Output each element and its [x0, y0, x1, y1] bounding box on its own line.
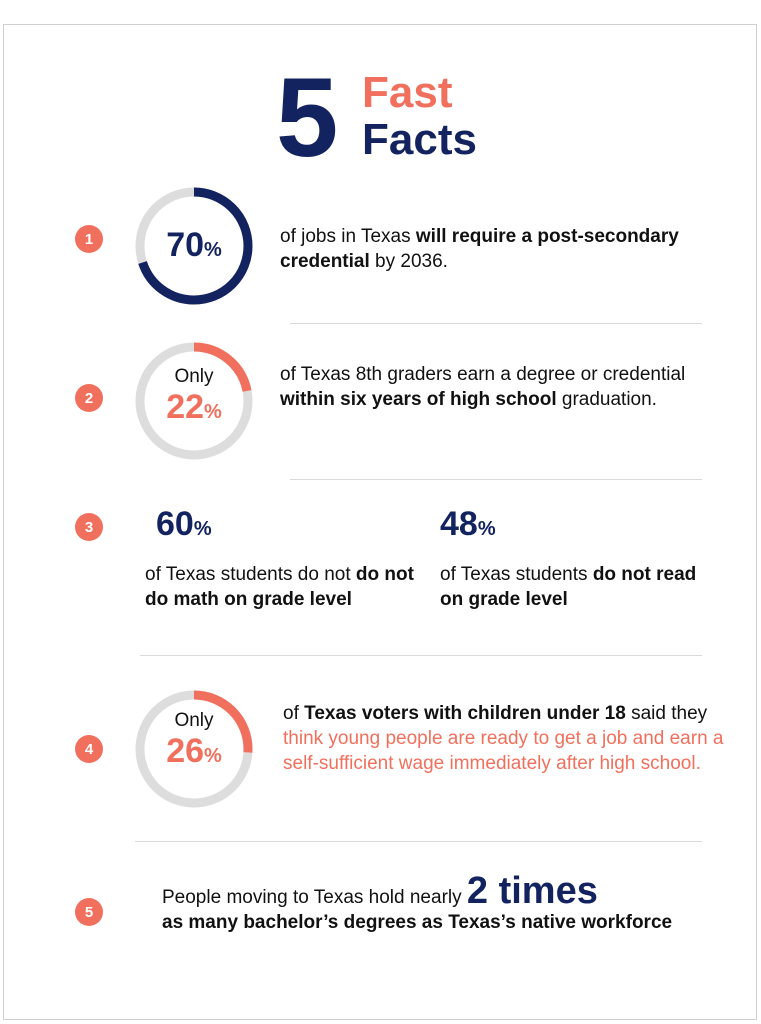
fact-text-1-pre: of jobs in Texas — [280, 226, 416, 247]
ring-progress-arc — [135, 690, 253, 808]
fact-3-right-text-pre: of Texas students — [440, 564, 593, 585]
ring-unit-1: % — [204, 239, 222, 261]
fact-3-right-stat: 48% — [440, 505, 496, 548]
fact-number-3: 3 — [75, 513, 103, 541]
fact-3-left-text-bold: do not do math on grade level — [145, 564, 414, 610]
ring-label-2: Only 22% — [133, 366, 255, 431]
fact-text-2-pre: of Texas 8th graders earn a degree or cr… — [280, 364, 686, 385]
fact-text-1: of jobs in Texas will require a post-sec… — [280, 224, 680, 274]
fact-text-4-bold: Texas voters with children under 18 — [304, 703, 626, 724]
divider-4 — [135, 841, 702, 842]
ring-value-2: 22 — [166, 388, 205, 426]
ring-chart-4 — [135, 690, 253, 808]
fact-text-5-bold: as many bachelor’s degrees as Texas’s na… — [162, 912, 673, 933]
ring-value-4: 26 — [166, 732, 205, 770]
fact-text-2-post: graduation. — [556, 389, 657, 410]
fact-3-left-stat: 60% — [156, 505, 212, 548]
divider-3 — [140, 655, 702, 656]
title-fast: Fast — [362, 68, 453, 117]
fact-text-2: of Texas 8th graders earn a degree or cr… — [280, 362, 690, 412]
ring-prefix-2: Only — [174, 366, 214, 387]
fact-text-4: of Texas voters with children under 18 s… — [283, 701, 728, 776]
fact-text-5-big: 2 times — [466, 870, 598, 912]
fact-3-left-unit: % — [193, 518, 212, 540]
ring-chart-1 — [135, 187, 253, 305]
fact-3-left-text-pre: of Texas students do not — [145, 564, 356, 585]
fact-text-5-pre: People moving to Texas hold nearly — [162, 887, 467, 908]
title-number: 5 — [276, 55, 338, 180]
fact-text-5: People moving to Texas hold nearly 2 tim… — [162, 872, 722, 935]
fact-text-4-pre: of — [283, 703, 305, 724]
fact-3-left-text: of Texas students do not do not do math … — [145, 562, 415, 612]
divider-1 — [290, 323, 702, 324]
title-facts: Facts — [362, 115, 477, 164]
ring-chart-2 — [135, 342, 253, 460]
fact-3-right-value: 48 — [440, 505, 478, 543]
ring-value-1: 70 — [166, 226, 205, 264]
ring-progress-arc — [135, 342, 253, 460]
fact-number-5: 5 — [75, 898, 103, 926]
fact-text-1-bold: will require a post-secondary credential — [280, 226, 679, 272]
fact-text-4-mid: said they — [625, 703, 708, 724]
divider-2 — [290, 479, 702, 480]
fact-3-right-text: of Texas students do not read on grade l… — [440, 562, 720, 612]
fact-number-4: 4 — [75, 735, 103, 763]
fact-3-right-unit: % — [477, 518, 496, 540]
fact-number-1: 1 — [75, 225, 103, 253]
fact-text-2-bold: within six years of high school — [280, 389, 557, 410]
ring-label-1: 70% — [133, 226, 255, 269]
fact-text-4-highlight: think young people are ready to get a jo… — [283, 728, 724, 774]
fact-number-2: 2 — [75, 384, 103, 412]
ring-unit-4: % — [204, 745, 222, 767]
fact-text-1-post: by 2036. — [369, 251, 448, 272]
ring-label-4: Only 26% — [133, 710, 255, 775]
ring-unit-2: % — [204, 401, 222, 423]
ring-prefix-4: Only — [174, 710, 214, 731]
ring-progress-arc — [135, 187, 253, 305]
fact-3-left-value: 60 — [156, 505, 194, 543]
page-frame — [3, 24, 757, 1020]
fact-3-right-text-bold: do not read on grade level — [440, 564, 697, 610]
